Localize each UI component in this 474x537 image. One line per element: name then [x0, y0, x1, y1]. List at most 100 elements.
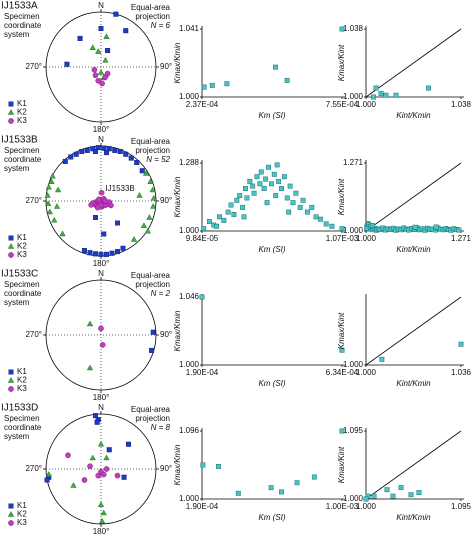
- axis-point: [149, 186, 156, 193]
- x-tick-label: 1.038: [451, 100, 472, 109]
- axis-point: [68, 154, 74, 160]
- projection-note: N = 52: [146, 155, 170, 164]
- axis-point: [88, 202, 94, 208]
- data-point: [284, 195, 290, 201]
- axis-point: [99, 342, 106, 348]
- axis-point: [147, 178, 154, 184]
- legend-marker: [8, 252, 14, 258]
- axis-point: [102, 198, 109, 204]
- y-tick-label: 1.000: [179, 92, 200, 101]
- north-label: N: [98, 269, 104, 278]
- legend-marker: [7, 377, 15, 383]
- x-tick-label: 1.000: [356, 368, 377, 377]
- west-label: 270°: [25, 62, 42, 71]
- axis-point: [120, 245, 126, 251]
- south-label: 180°: [93, 527, 110, 536]
- coordinate-note: system: [4, 164, 30, 173]
- y-tick-label: 1.041: [179, 24, 200, 33]
- axis-point: [101, 231, 107, 237]
- data-point: [433, 224, 439, 230]
- axis-point: [64, 61, 70, 67]
- axis-point: [103, 33, 110, 39]
- x-axis-label: Kint/Kmin: [396, 245, 431, 254]
- data-point: [240, 204, 246, 210]
- data-point: [339, 428, 345, 434]
- data-point: [215, 463, 221, 469]
- data-point: [293, 190, 299, 196]
- x-tick-label: 1.095: [451, 502, 472, 511]
- coordinate-note: coordinate: [4, 155, 42, 164]
- axis-point: [98, 325, 104, 332]
- south-label: 180°: [93, 125, 110, 134]
- coordinate-note: coordinate: [4, 289, 42, 298]
- data-point: [371, 493, 377, 499]
- data-point: [274, 162, 280, 168]
- projection-note: Equal-area: [131, 271, 171, 280]
- legend-label: K2: [17, 242, 27, 251]
- legend-marker: [8, 386, 14, 392]
- x-axis-label: Km (SI): [258, 379, 285, 388]
- x-tick-label: 1.000: [356, 234, 377, 243]
- data-point: [258, 169, 264, 175]
- axis-point: [123, 151, 129, 157]
- south-label: 180°: [93, 259, 110, 268]
- x-axis-label: Km (SI): [258, 513, 285, 522]
- coordinate-note: Specimen: [4, 414, 40, 423]
- y-tick-label: 1.000: [343, 360, 364, 369]
- data-point: [294, 480, 300, 486]
- axis-point: [65, 452, 71, 459]
- legend-label: K1: [17, 367, 27, 376]
- data-point: [237, 193, 243, 199]
- data-point: [243, 186, 248, 191]
- axis-point: [130, 236, 138, 242]
- coordinate-note: coordinate: [4, 21, 42, 30]
- east-label: 90°: [160, 330, 172, 339]
- axis-point: [98, 517, 106, 524]
- data-point: [309, 204, 315, 210]
- north-label: N: [98, 1, 104, 10]
- axis-point: [103, 454, 110, 461]
- y-tick-label: 1.046: [179, 292, 200, 301]
- axis-point: [92, 214, 98, 220]
- y-tick-label: 1.038: [343, 24, 364, 33]
- data-point: [458, 341, 464, 347]
- axis-point: [86, 320, 94, 327]
- axis-point: [98, 251, 104, 257]
- data-point: [279, 186, 284, 191]
- data-point: [281, 174, 287, 180]
- y-axis-label: Kmax/Kmin: [173, 42, 182, 83]
- annotation: IJ1533B: [105, 184, 134, 193]
- axis-point: [114, 472, 121, 479]
- coordinate-note: system: [4, 432, 30, 441]
- axis-point: [84, 147, 90, 153]
- legend-marker: [8, 369, 14, 375]
- data-point: [364, 226, 370, 231]
- axis-point: [103, 251, 109, 257]
- axis-point: [104, 70, 111, 77]
- data-point: [241, 214, 247, 220]
- y-tick-label: 1.096: [179, 426, 200, 435]
- legend-marker: [8, 235, 14, 241]
- data-point: [313, 214, 319, 220]
- x-tick-label: 1.000: [356, 502, 377, 511]
- axis-point: [70, 482, 77, 488]
- axis-point: [103, 466, 110, 472]
- west-label: 270°: [25, 330, 42, 339]
- data-point: [273, 64, 278, 70]
- axis-point: [113, 11, 119, 17]
- data-point: [268, 485, 274, 491]
- legend-label: K2: [17, 108, 27, 117]
- data-point: [268, 181, 274, 187]
- data-point: [250, 183, 256, 189]
- data-point: [416, 490, 422, 496]
- axis-point: [45, 200, 52, 206]
- data-point: [261, 186, 267, 191]
- legend-label: K3: [17, 116, 27, 125]
- axis-point: [87, 463, 93, 470]
- y-tick-label: 1.288: [179, 158, 200, 167]
- data-point: [311, 474, 317, 480]
- x-axis-label: Km (SI): [258, 111, 285, 120]
- axis-point: [94, 204, 101, 211]
- axis-point: [91, 66, 98, 73]
